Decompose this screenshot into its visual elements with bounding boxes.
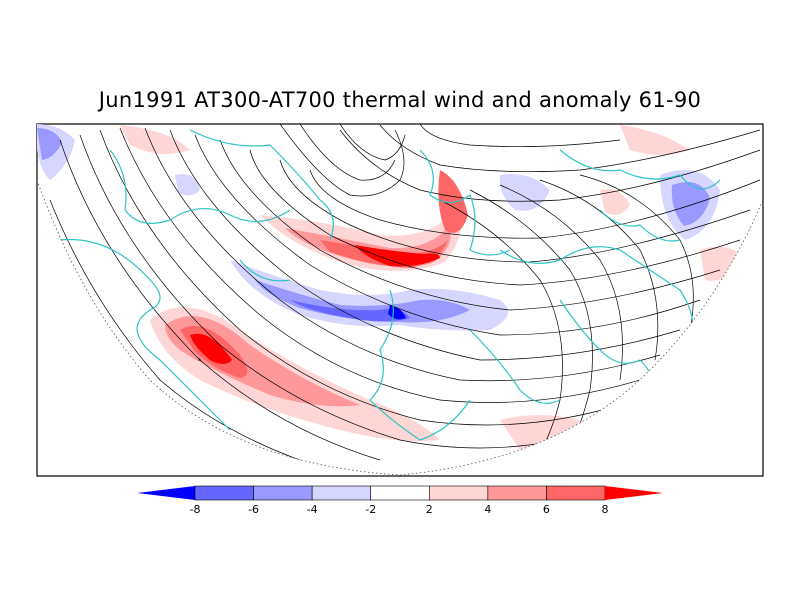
streamline	[119, 127, 641, 403]
positive-anomaly-region	[190, 333, 232, 364]
streamline	[469, 189, 593, 461]
positive-anomaly-region	[120, 125, 190, 154]
streamline	[499, 184, 623, 381]
colorbar-tick-label: 8	[602, 503, 609, 516]
hemisphere-boundary	[36, 179, 764, 476]
colorbar-tick-label: -4	[307, 503, 318, 516]
coastline	[109, 149, 291, 224]
coastline	[239, 259, 291, 282]
negative-anomaly-region	[175, 174, 200, 196]
negative-anomaly-region	[671, 181, 710, 226]
colorbar-bin	[311, 485, 372, 501]
streamline	[439, 199, 563, 471]
negative-anomaly-region	[37, 128, 62, 160]
streamline	[59, 139, 381, 461]
colorbar-tick-label: 4	[484, 503, 491, 516]
streamline	[169, 129, 681, 361]
coastline	[59, 238, 231, 431]
streamline	[219, 139, 721, 311]
map-title: Jun1991 AT300-AT700 thermal wind and ano…	[98, 88, 702, 112]
colorbar-bin	[487, 485, 547, 501]
positive-anomaly-region	[355, 245, 440, 267]
streamline	[144, 127, 661, 382]
streamline	[279, 159, 751, 263]
coastlines	[59, 129, 721, 441]
coastline	[599, 209, 681, 242]
coastline	[189, 129, 334, 241]
colorbar-bin	[137, 486, 195, 500]
colorbar-bin	[194, 485, 254, 501]
streamline	[339, 124, 406, 161]
colorbar-bin	[546, 485, 606, 501]
streamline	[79, 134, 601, 449]
negative-anomaly-region	[290, 300, 410, 322]
negative-anomaly-region	[255, 280, 470, 323]
colorbar-bin	[605, 486, 663, 500]
streamline	[379, 124, 761, 173]
colorbar-tick-label: -8	[190, 503, 201, 516]
streamline	[539, 179, 659, 361]
coastline	[369, 289, 471, 441]
positive-anomaly-region	[438, 170, 468, 233]
positive-anomaly-region	[620, 125, 690, 155]
streamline	[339, 129, 761, 202]
coastline	[559, 149, 721, 190]
streamline	[49, 199, 331, 471]
streamline	[99, 129, 621, 426]
coastline	[469, 329, 561, 404]
colorbar-tick-label: -6	[248, 503, 259, 516]
colorbar-bin	[370, 485, 430, 501]
streamline	[279, 124, 405, 197]
streamline	[309, 169, 761, 239]
colorbar-bin	[253, 485, 313, 501]
positive-anomaly-region	[700, 246, 745, 281]
colorbar-tick-label: 6	[543, 503, 550, 516]
streamline	[194, 134, 701, 336]
colorbar-tick-label: -2	[365, 503, 376, 516]
streamline	[299, 124, 396, 181]
coastline	[419, 149, 511, 256]
colorbar-bin	[428, 485, 489, 501]
streamline	[249, 149, 741, 286]
coastline	[499, 246, 694, 351]
positive-anomaly-region	[600, 189, 630, 215]
streamline	[419, 124, 621, 148]
negative-anomaly-region	[499, 174, 550, 211]
colorbar-tick-label: 2	[426, 503, 433, 516]
